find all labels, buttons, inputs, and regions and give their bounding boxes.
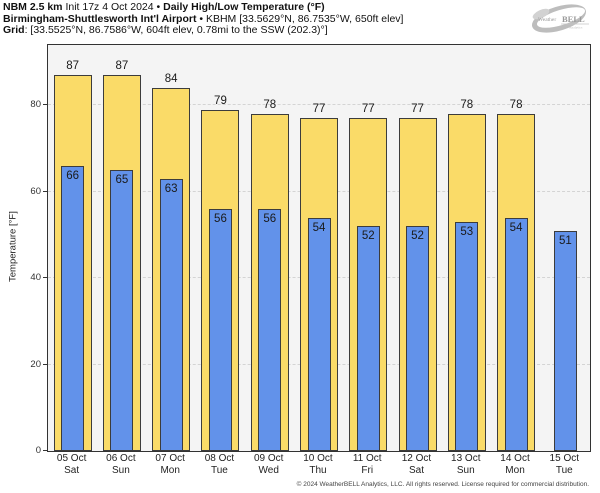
y-tick-mark — [43, 190, 47, 192]
x-tick-day: Sun — [456, 464, 475, 476]
weatherbell-logo: Weather BELL Analytics — [521, 1, 597, 43]
x-tick-day: Tue — [555, 464, 573, 476]
high-temp-value: 84 — [164, 73, 178, 86]
x-tick-label: 06 Oct Sun — [96, 453, 145, 479]
y-tick-mark — [43, 277, 47, 279]
x-tick-label: 12 Oct Sat — [392, 453, 441, 479]
x-tick-day: Fri — [361, 464, 374, 476]
x-tick-label: 05 Oct Sat — [47, 453, 96, 479]
x-tick-day: Wed — [258, 464, 279, 476]
x-tick-label: 15 Oct Tue — [540, 453, 589, 479]
low-temp-bar — [258, 209, 282, 451]
y-tick-label: 60 — [30, 185, 41, 197]
x-tick-label: 07 Oct Mon — [146, 453, 195, 479]
init-time: Init 17z 4 Oct 2024 — [62, 1, 157, 13]
header-line-1: NBM 2.5 km Init 17z 4 Oct 2024 • Daily H… — [3, 1, 403, 14]
y-tick-label: 0 — [35, 445, 41, 456]
svg-text:Analytics: Analytics — [569, 26, 583, 30]
y-tick-label: 80 — [30, 99, 41, 111]
high-temp-value: 79 — [214, 94, 227, 107]
x-tick-date: 11 Oct — [352, 453, 382, 464]
low-temp-bar — [159, 178, 183, 451]
low-temp-bar — [455, 222, 479, 451]
x-tick-label: 14 Oct Mon — [490, 453, 539, 479]
x-tick-day: Sun — [112, 464, 130, 476]
low-temp-value: 52 — [411, 230, 424, 243]
x-tick-day: Sat — [408, 464, 424, 476]
low-temp-value: 56 — [214, 213, 227, 226]
model-name: NBM 2.5 km — [3, 1, 63, 13]
x-tick-label: 10 Oct Thu — [293, 453, 342, 479]
low-temp-bar — [208, 209, 232, 451]
x-tick-label: 09 Oct Wed — [244, 453, 293, 479]
chart-title: Daily High/Low Temperature (°F) — [163, 1, 325, 13]
x-tick-day: Mon — [505, 464, 525, 476]
low-temp-value: 54 — [312, 221, 326, 234]
header-line-3: Grid: [33.5525°N, 86.7586°W, 604ft elev,… — [3, 24, 403, 37]
x-tick-date: 10 Oct — [303, 453, 333, 464]
high-temp-value: 78 — [460, 99, 474, 112]
x-axis: 05 Oct Sat 06 Oct Sun 07 Oct Mon 08 Oct Tue 09 O… — [47, 453, 589, 479]
y-tick-label: 40 — [30, 272, 41, 284]
low-temp-bar — [406, 226, 430, 451]
y-tick-label: 20 — [30, 358, 41, 370]
high-temp-value: 87 — [66, 60, 80, 73]
high-temp-value: 77 — [312, 103, 326, 116]
header-line-2: Birmingham-Shuttlesworth Int'l Airport •… — [3, 12, 404, 26]
x-tick-label: 13 Oct Sun — [441, 453, 490, 479]
low-temp-bar — [61, 165, 85, 451]
bullet-separator: • — [156, 1, 164, 13]
x-tick-date: 13 Oct — [451, 453, 481, 464]
low-temp-bar — [307, 217, 331, 451]
low-temp-value: 66 — [66, 169, 80, 182]
x-tick-date: 08 Oct — [204, 453, 235, 464]
station-name: Birmingham-Shuttlesworth Int'l Airport — [3, 12, 197, 25]
x-tick-day: Thu — [309, 464, 327, 476]
x-tick-date: 07 Oct — [155, 453, 185, 464]
x-tick-date: 14 Oct — [500, 453, 530, 464]
low-temp-value: 51 — [558, 234, 572, 247]
low-temp-value: 65 — [115, 174, 129, 187]
low-temp-value: 54 — [509, 221, 523, 234]
high-temp-value: 78 — [263, 99, 277, 112]
y-axis: 0 20 40 60 80 — [0, 44, 47, 456]
low-temp-value: 53 — [460, 226, 474, 239]
weatherbell-swirl-icon: Weather BELL Analytics — [531, 4, 589, 33]
x-tick-day: Sat — [64, 464, 80, 476]
svg-text:Weather: Weather — [538, 17, 556, 23]
high-temp-value: 78 — [509, 99, 523, 112]
x-tick-date: 12 Oct — [401, 453, 432, 464]
x-tick-date: 15 Oct — [549, 453, 580, 464]
plot-area: 87 66 87 65 84 63 79 56 78 56 77 54 77 52 77 52 78 53 78 54… — [47, 44, 591, 452]
low-temp-bar — [110, 170, 134, 451]
svg-text:BELL: BELL — [562, 14, 585, 24]
low-temp-bar — [504, 217, 528, 451]
x-tick-date: 06 Oct — [106, 453, 136, 464]
y-tick-mark — [43, 104, 47, 106]
x-tick-day: Tue — [210, 464, 228, 476]
y-tick-mark — [43, 450, 47, 451]
gridline — [48, 104, 590, 106]
copyright-notice: © 2024 WeatherBELL Analytics, LLC. All r… — [296, 481, 589, 488]
high-temp-value: 77 — [411, 103, 424, 116]
station-coordinates: • KBHM [33.5629°N, 86.7535°W, 650ft elev… — [196, 12, 404, 25]
grid-label: Grid — [3, 24, 25, 36]
low-temp-value: 52 — [361, 230, 375, 243]
high-temp-value: 77 — [361, 103, 375, 116]
low-temp-value: 56 — [263, 213, 277, 226]
x-tick-label: 08 Oct Tue — [195, 453, 244, 479]
x-tick-day: Mon — [160, 464, 180, 476]
chart-header: NBM 2.5 km Init 17z 4 Oct 2024 • Daily H… — [3, 1, 404, 37]
low-temp-bar — [356, 226, 380, 451]
low-temp-bar — [553, 230, 577, 451]
grid-coordinates: : [33.5525°N, 86.7586°W, 604ft elev, 0.7… — [24, 24, 328, 36]
y-tick-mark — [43, 363, 47, 365]
high-temp-value: 87 — [115, 60, 129, 73]
x-tick-date: 05 Oct — [56, 453, 87, 464]
x-tick-label: 11 Oct Fri — [343, 453, 392, 479]
x-tick-date: 09 Oct — [253, 453, 284, 464]
low-temp-value: 63 — [164, 182, 178, 195]
